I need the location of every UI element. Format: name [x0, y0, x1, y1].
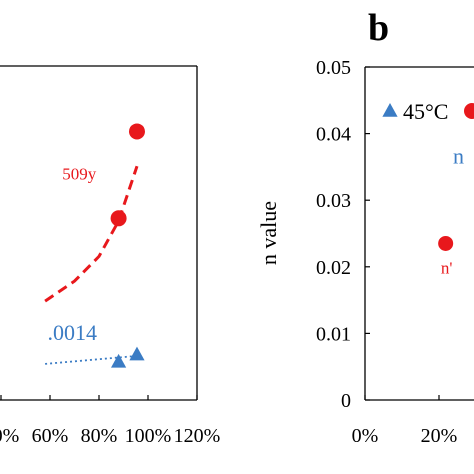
- panel-b-legend-marker: [464, 103, 474, 119]
- panel-a-trendline-0: [44, 165, 139, 303]
- panel-a-x-tick-label: 60%: [32, 425, 69, 447]
- panel-a-x-tick-label: 40%: [0, 425, 19, 447]
- panel-b-y-tick-label: 0.03: [316, 190, 351, 212]
- panel-a-x-tick-label: 120%: [174, 425, 221, 447]
- panel-a-trendline-1: [45, 355, 138, 365]
- panel-a: 40% 60% 80% 100%120% 509y .0014: [0, 65, 221, 447]
- panel-a-x-tick-label: 100%: [125, 425, 172, 447]
- panel-b-x-tick-label: 0%: [352, 425, 379, 447]
- panel-b-y-tick-label: 0: [341, 390, 351, 412]
- panel-b-legend-marker: [382, 103, 398, 117]
- panel-b-data-point: [438, 235, 454, 251]
- panel-a-data-point: [111, 353, 127, 368]
- panel-a-data-point: [129, 346, 145, 361]
- panel-a-x-tick-label: 80%: [81, 425, 118, 447]
- panel-b-legend-label: 45°C: [403, 99, 448, 124]
- panel-a-data-point: [128, 123, 145, 140]
- panel-letter-b: b: [368, 7, 389, 49]
- panel-b-y-tick-label: 0.05: [316, 57, 351, 79]
- panel-b: 0 0.01 0.02 0.03 0.04 0.05 0% 20% n value 45°Cn n': [256, 57, 474, 447]
- panel-b-y-tick-label: 0.02: [316, 257, 351, 279]
- panel-b-y-axis-label: n value: [256, 201, 281, 265]
- panel-b-x-tick-label: 20%: [421, 425, 458, 447]
- panel-a-data-point: [110, 210, 127, 227]
- panel-a-annotation: 509y: [62, 165, 97, 184]
- panel-b-annotation: n': [441, 258, 453, 277]
- panel-b-y-tick-label: 0.04: [316, 124, 351, 146]
- panel-a-annotation: .0014: [48, 320, 98, 345]
- panel-b-y-tick-label: 0.01: [316, 323, 351, 345]
- panel-b-annotation: n: [453, 144, 464, 169]
